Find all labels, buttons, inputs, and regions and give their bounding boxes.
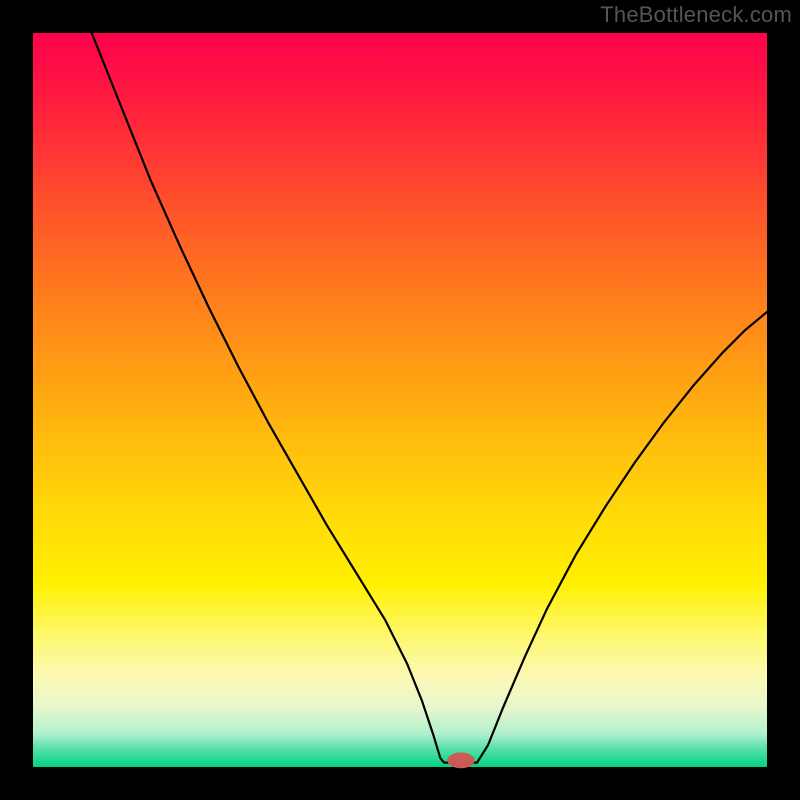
attribution-text: TheBottleneck.com <box>600 2 792 28</box>
chart-background <box>33 33 767 767</box>
bottleneck-chart <box>0 0 800 800</box>
optimum-marker <box>448 753 474 768</box>
